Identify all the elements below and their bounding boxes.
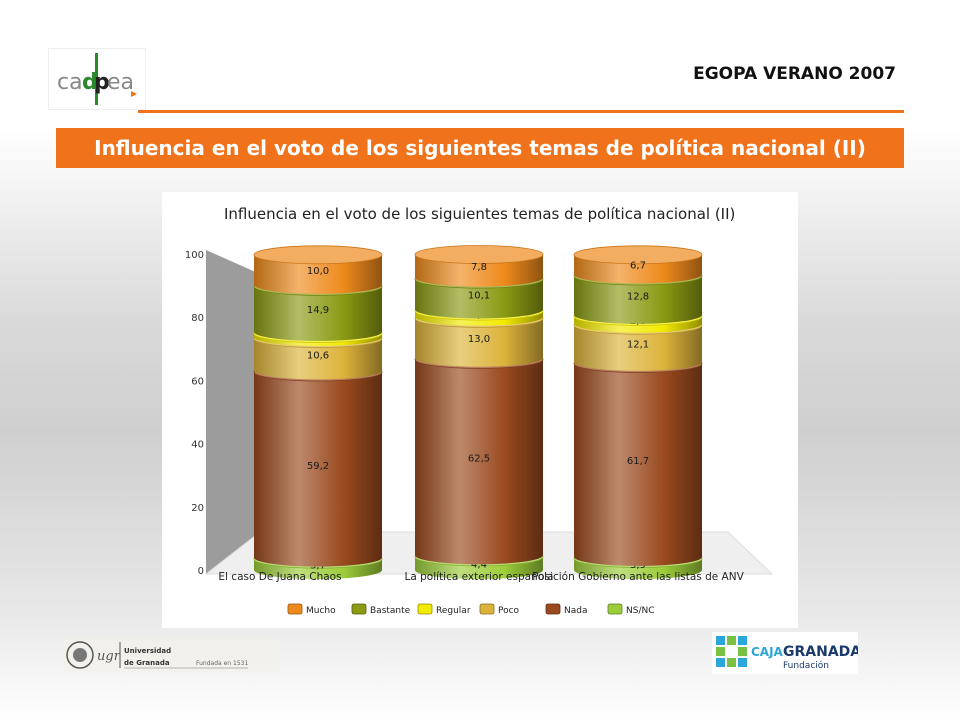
data-label: 12,1 [627,340,649,351]
ugr-name-2: de Granada [124,659,170,667]
y-tick-label: 60 [191,376,204,387]
legend-item-ns-nc: NS/NC [607,603,655,616]
legend-label: NS/NC [626,606,655,616]
y-tick-label: 40 [191,440,204,451]
x-category-label: El caso De Juana Chaos [218,571,341,583]
chart-side-wall [206,250,260,574]
data-label: 14,9 [307,305,329,316]
bar-body [254,286,382,341]
legend-label: Regular [436,606,471,616]
header-divider [138,110,904,113]
data-label: 12,8 [627,291,649,302]
bar-body [415,318,543,367]
stacked-cylinder-chart: Influencia en el voto de los siguientes … [185,205,774,616]
page-title: Influencia en el voto de los siguientes … [56,128,904,168]
chart-panel: Influencia en el voto de los siguientes … [162,192,798,628]
data-label: 10,6 [307,350,329,361]
cajagranada-mark-icon [716,636,747,667]
caja-name-2: GRANADA [783,644,858,660]
caja-name-1: CAJA [751,645,784,659]
bar-cap [573,245,703,265]
column-la-pol-tica-exterior-espa-ola: 4,462,513,02,310,17,8 [414,245,544,579]
svg-text:ea: ea [107,70,134,95]
bar-body [254,372,382,567]
legend-item-bastante: Bastante [351,603,411,616]
data-label: 61,7 [627,456,649,467]
column-el-caso-de-juana-chaos: 3,759,210,61,614,910,0 [253,245,383,579]
bar-body [415,279,543,319]
bar-body [574,275,702,324]
legend-swatch [417,603,433,615]
x-category-label: La política exterior española [405,571,554,583]
legend-label: Bastante [370,606,411,616]
segment-nada: 61,7 [573,354,703,566]
cajagranada-logo: CAJA GRANADA Fundación [712,632,861,674]
segment-mucho: 10,0 [253,245,383,294]
segment-mucho: 7,8 [414,245,544,287]
data-label: 10,1 [468,290,490,301]
data-label: 10,0 [307,266,329,277]
segment-nada: 59,2 [253,362,383,567]
legend-label: Mucho [306,606,336,616]
ugr-founded: Fundada en 1531 [196,660,248,667]
y-tick-label: 20 [191,503,204,514]
y-tick-label: 100 [185,250,204,261]
bar-cap [414,245,544,264]
legend-item-nada: Nada [545,603,587,616]
data-label: 7,8 [471,262,487,273]
legend-swatch [351,603,367,615]
data-label: 62,5 [468,453,490,464]
ugr-seal-icon [66,641,94,669]
svg-text:d: d [82,70,98,95]
bar-body [574,363,702,566]
bar-body [415,359,543,565]
legend-swatch [545,603,561,615]
legend-item-poco: Poco [479,603,520,616]
cadpea-logo: ca d p ea [48,48,146,110]
x-category-label: Posición Gobierno ante las listas de ANV [532,571,744,583]
legend-label: Poco [498,606,520,616]
data-label: 4,4 [471,559,487,570]
legend-swatch [479,603,495,615]
legend-item-regular: Regular [417,603,471,616]
edition-label: EGOPA VERANO 2007 [693,64,896,84]
chart-title: Influencia en el voto de los siguientes … [224,205,735,223]
data-label: 59,2 [307,461,329,472]
legend-swatch [607,603,623,615]
segment-nada: 62,5 [414,349,544,565]
ugr-logo: ugr Universidad de Granada Fundada en 15… [64,638,280,672]
legend-label: Nada [564,606,587,616]
legend-swatch [287,603,303,615]
segment-mucho: 6,7 [573,245,703,284]
svg-text:p: p [94,70,110,95]
ugr-name-1: Universidad [124,647,171,655]
data-label: 6,7 [630,261,646,272]
svg-text:ca: ca [57,70,83,95]
legend-item-mucho: Mucho [287,603,336,616]
bar-body [254,254,382,294]
data-label: 13,0 [468,334,490,345]
ugr-short: ugr [97,649,121,664]
y-tick-label: 80 [191,313,204,324]
bar-body [574,325,702,371]
y-tick-label: 0 [198,566,204,577]
bar-cap [253,245,383,265]
bar-body [254,338,382,380]
caja-sub: Fundación [783,660,829,671]
column-posici-n-gobierno-ante-las-listas-de-anv: 3,961,712,12,812,86,7 [573,245,703,579]
